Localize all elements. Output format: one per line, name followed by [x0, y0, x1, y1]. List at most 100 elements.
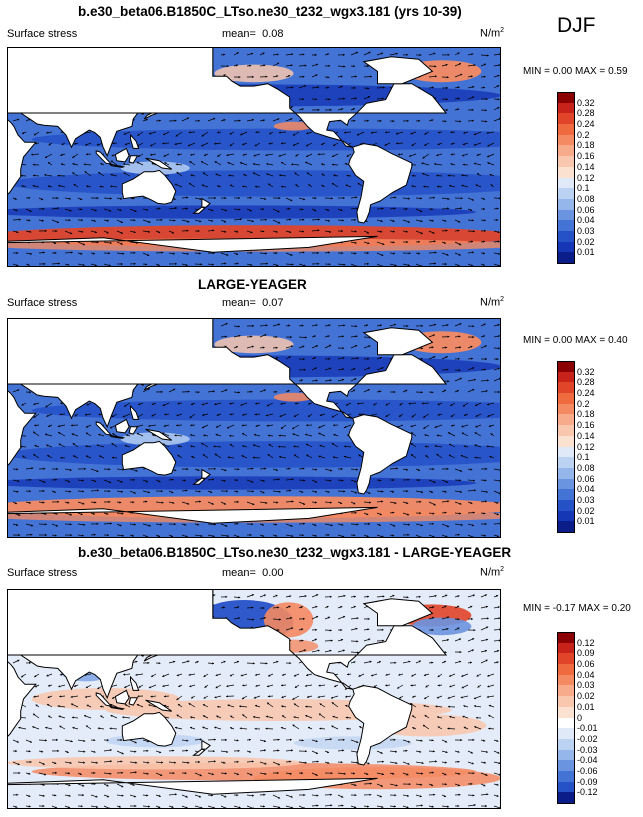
stress-vector-head [471, 108, 474, 111]
stress-vector-head [317, 86, 320, 89]
stress-vector-head [187, 220, 190, 223]
land-mass [128, 155, 139, 164]
stress-vector-head [173, 197, 176, 201]
stress-vector-head [275, 390, 278, 393]
stress-vector-head [290, 336, 292, 339]
stress-vector-head [29, 661, 31, 664]
stress-vector-head [190, 424, 193, 427]
stress-vector-head [333, 433, 336, 436]
stress-vector-head [330, 772, 333, 775]
colorbar-level-label: 0.2 [577, 129, 590, 140]
stress-vector-head [118, 805, 121, 808]
stress-vector-head [55, 229, 58, 233]
stress-vector-head [148, 524, 151, 527]
panel-2-variable: Surface stress [7, 297, 78, 309]
field-blob [412, 617, 472, 636]
stress-vector-head [227, 162, 230, 165]
stress-vector-head [254, 185, 257, 188]
stress-vector-head [276, 264, 279, 267]
stress-vector-head [266, 424, 269, 427]
stress-vector-head [444, 651, 447, 654]
stress-vector-head [164, 695, 166, 698]
stress-vector-head [434, 425, 437, 428]
colorbar-swatch [557, 241, 575, 253]
stress-vector-head [58, 715, 61, 718]
colorbar-level-label: 0.28 [577, 377, 595, 388]
stress-vector-head [459, 650, 462, 654]
stress-vector-head [477, 173, 480, 176]
stress-vector-head [474, 444, 477, 447]
stress-vector-head [251, 220, 254, 223]
stress-vector-head [203, 434, 206, 437]
stress-vector-head [120, 220, 123, 223]
stress-vector-head [110, 714, 113, 717]
stress-vector-head [146, 794, 149, 797]
stress-vector-head [81, 479, 84, 482]
stress-vector-head [431, 86, 434, 89]
stress-vector-head [276, 75, 279, 78]
stress-vector-head [447, 727, 450, 730]
stress-vector-head [16, 468, 19, 471]
stress-vector-head [229, 674, 233, 677]
stress-vector-head [308, 402, 311, 405]
stress-vector-head [80, 198, 83, 201]
stress-vector-head [450, 415, 453, 417]
stress-vector-head [133, 523, 136, 526]
stress-vector-head [302, 53, 305, 56]
stress-vector-head [71, 703, 74, 706]
stress-vector-head [367, 628, 370, 631]
stress-vector-head [134, 210, 137, 213]
stress-vector-head [73, 684, 77, 687]
stress-vector-head [148, 132, 152, 135]
stress-vector-head [120, 231, 123, 234]
stress-vector-head [459, 346, 462, 349]
stress-vector-head [238, 208, 241, 211]
stress-vector-head [251, 345, 254, 348]
stress-vector-head [69, 523, 72, 526]
stress-vector-head [342, 53, 345, 56]
stress-vector-head [340, 75, 343, 78]
stress-vector-head [190, 174, 193, 177]
stress-vector-head [42, 251, 45, 254]
land-mass [114, 689, 130, 705]
stress-vector-head [473, 489, 476, 492]
colorbar-level-label: 0.02 [577, 691, 595, 702]
stress-vector-head [496, 739, 499, 742]
stress-vector-head [304, 85, 307, 88]
stress-vector-head [329, 649, 332, 652]
stress-vector-head [472, 638, 475, 641]
stress-vector-head [303, 358, 305, 361]
stress-vector-head [409, 154, 412, 157]
stress-vector-head [367, 64, 369, 68]
stress-vector-head [56, 221, 59, 224]
colorbar-level-label: 0.04 [577, 215, 595, 226]
stress-vector-head [198, 490, 201, 493]
stress-vector-head [226, 685, 229, 688]
stress-vector-head [31, 524, 34, 527]
stress-vector-head [265, 324, 268, 327]
stress-vector-head [471, 53, 474, 56]
stress-vector-head [94, 264, 97, 267]
stress-vector-head [58, 685, 61, 688]
stress-vector-head [173, 660, 176, 663]
stress-vector-head [58, 184, 61, 187]
stress-vector-head [122, 252, 125, 255]
stress-vector-head [436, 154, 439, 157]
stress-vector-head [457, 264, 460, 267]
stress-vector-head [340, 467, 343, 471]
stress-vector-head [461, 425, 464, 428]
stress-vector-head [302, 467, 305, 470]
stress-vector-head [29, 760, 32, 764]
stress-vector-head [199, 220, 202, 223]
stress-vector-head [215, 674, 218, 677]
stress-vector-head [433, 793, 436, 796]
stress-vector-head [473, 705, 476, 708]
colorbar-swatch [557, 209, 575, 221]
stress-vector-head [355, 196, 358, 199]
stress-vector-head [291, 534, 294, 538]
stress-vector-head [318, 684, 321, 687]
colorbar-swatch [557, 467, 575, 480]
stress-vector-head [431, 119, 434, 122]
stress-vector-head [255, 704, 258, 707]
stress-vector-head [131, 534, 134, 537]
